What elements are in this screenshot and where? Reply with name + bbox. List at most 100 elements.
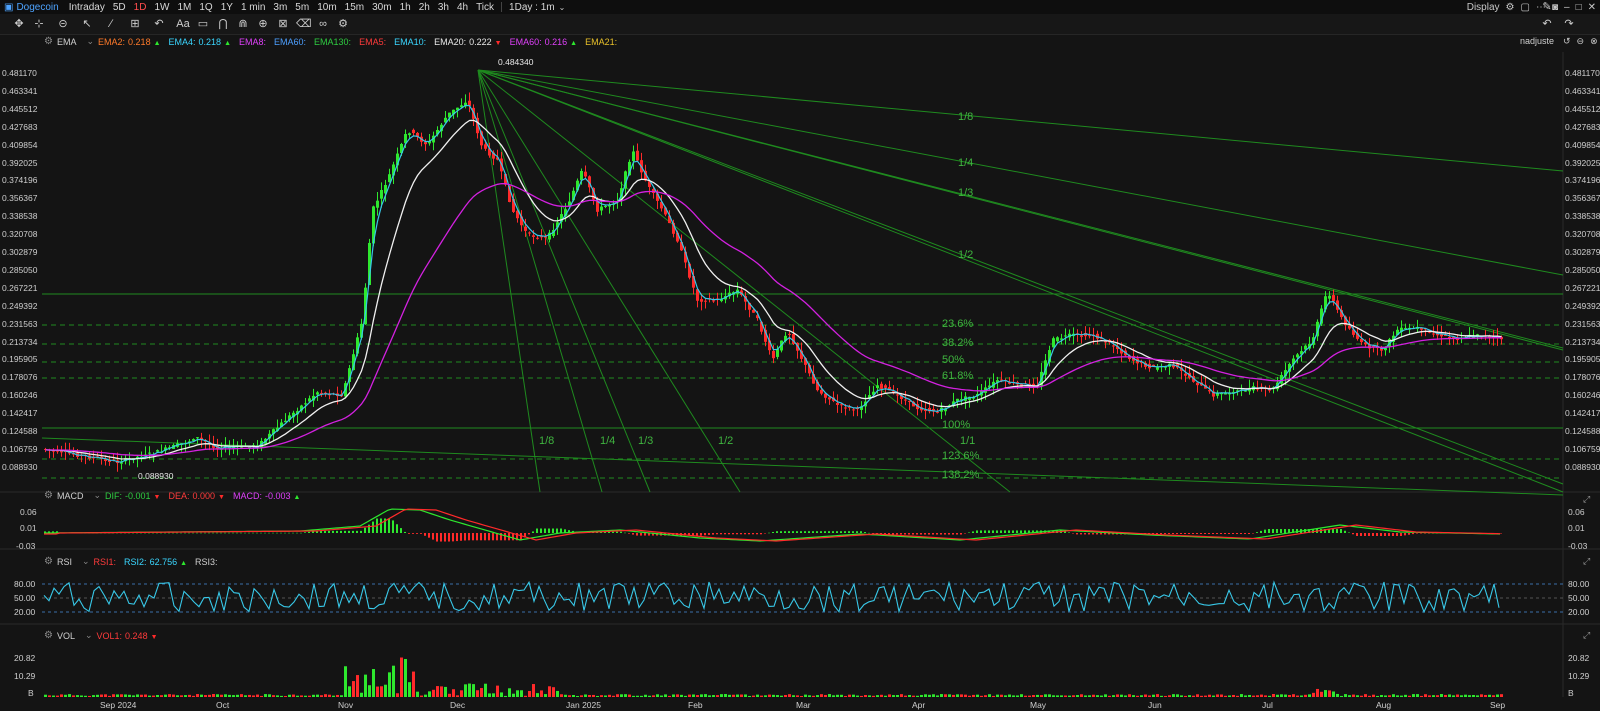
- macd-bar: [808, 531, 810, 533]
- timeframe-tab[interactable]: 2h: [418, 1, 430, 13]
- candle-body: [408, 133, 411, 136]
- macd-bar: [296, 532, 298, 534]
- expand-icon[interactable]: ⤢: [1583, 630, 1591, 640]
- volume-bar: [1008, 694, 1011, 697]
- close-icon[interactable]: ✕: [1587, 1, 1596, 13]
- macd-bar: [560, 528, 562, 533]
- chevron-down-icon[interactable]: ⌄: [81, 556, 90, 566]
- chevron-down-icon[interactable]: ⌄: [93, 490, 102, 500]
- window-icon[interactable]: ▢: [1520, 1, 1530, 13]
- camera-icon[interactable]: ◙: [1551, 1, 1558, 13]
- timeframe-tab[interactable]: Tick: [476, 1, 495, 13]
- indicator-name[interactable]: VOL: [56, 630, 75, 641]
- indicator-name[interactable]: MACD: [56, 490, 84, 501]
- comment-icon[interactable]: ▭: [197, 18, 209, 30]
- layout-icon[interactable]: ⊞: [130, 18, 140, 30]
- macd-bar: [1072, 533, 1074, 534]
- edit-icon[interactable]: ✎: [1542, 1, 1552, 13]
- macd-bar: [1048, 530, 1050, 533]
- minus-circle-icon[interactable]: ⊖: [1576, 36, 1585, 46]
- macd-bar: [856, 531, 858, 533]
- candle-body: [1300, 351, 1303, 355]
- trash-icon[interactable]: ⌫: [296, 18, 312, 30]
- volume-bar: [508, 688, 511, 697]
- drawing-toolbar: ✥ ⊹ ⊝ ↖ ∕ ⊞ ↶ Aa ▭ ⋂ ⋒ ⊕ ⊠ ⌫ ∞ ⚙ ↶ ↷ ✎: [0, 1, 1600, 35]
- volume-bar: [440, 686, 443, 697]
- lock-icon[interactable]: ⊠: [278, 18, 288, 30]
- cursor-icon[interactable]: ↖: [82, 18, 92, 30]
- volume-bar: [292, 694, 295, 697]
- timeframe-tab[interactable]: 30m: [372, 1, 392, 13]
- timeframe-tab[interactable]: 1Q: [199, 1, 213, 13]
- redo-icon[interactable]: ↷: [1564, 18, 1574, 30]
- timeframe-tab[interactable]: 15m: [344, 1, 365, 13]
- timeframe-tab[interactable]: Intraday: [68, 1, 105, 13]
- volume-bar: [64, 694, 67, 697]
- timeframe-tab[interactable]: 1Y: [220, 1, 233, 13]
- candle-body: [656, 193, 659, 201]
- reset-icon[interactable]: ↺: [1563, 36, 1571, 46]
- macd-bar: [568, 530, 570, 533]
- candle-body: [956, 398, 959, 402]
- timeframe-tab[interactable]: 1W: [154, 1, 170, 13]
- maximize-icon[interactable]: □: [1575, 1, 1582, 13]
- timeframe-tab[interactable]: 10m: [317, 1, 337, 13]
- expand-icon[interactable]: ⤢: [1583, 494, 1591, 504]
- more-icon[interactable]: ⋯: [1535, 1, 1546, 13]
- fib-levels: [42, 324, 1563, 479]
- close-circle-icon[interactable]: ⊗: [1590, 36, 1598, 46]
- chevron-down-icon[interactable]: ⌄: [84, 630, 93, 640]
- undo-icon[interactable]: ↶: [1542, 18, 1552, 30]
- timeframe-tab[interactable]: 4h: [456, 1, 469, 13]
- interval-select[interactable]: 1Day : 1m: [509, 1, 555, 13]
- price-tick-right: 0.481170: [1565, 68, 1600, 78]
- crosshair-icon[interactable]: ⊹: [34, 18, 44, 30]
- timeframe-tab[interactable]: 1h: [399, 1, 411, 13]
- timeframe-tab[interactable]: 5m: [295, 1, 310, 13]
- volume-bar: [172, 694, 175, 697]
- undo-arrow-icon[interactable]: ↶: [154, 18, 164, 30]
- settings-icon[interactable]: ⚙: [44, 556, 53, 567]
- line-tool-icon[interactable]: ∕: [110, 18, 112, 30]
- macd-bar: [912, 533, 914, 535]
- timeframe-tab[interactable]: 3h: [437, 1, 449, 13]
- timeframe-tab[interactable]: 1D: [133, 1, 147, 13]
- timeframe-tab[interactable]: 5D: [112, 1, 126, 13]
- settings-icon[interactable]: ⚙: [44, 490, 53, 501]
- volume-bar: [840, 694, 843, 697]
- settings-icon[interactable]: ⚙: [1505, 1, 1515, 13]
- globe-icon[interactable]: ⊕: [258, 18, 268, 30]
- volume-bar: [1024, 695, 1027, 697]
- indicator-name[interactable]: RSI: [56, 556, 72, 567]
- settings-icon[interactable]: ⚙: [44, 36, 53, 47]
- candle-body: [352, 354, 355, 371]
- settings-icon[interactable]: ⚙: [338, 18, 348, 30]
- settings-icon[interactable]: ⚙: [44, 630, 53, 641]
- link-icon[interactable]: ∞: [319, 18, 327, 30]
- volume-bar: [1000, 694, 1003, 697]
- magnet-icon[interactable]: ⋂: [218, 18, 228, 30]
- app-title[interactable]: ▣ Dogecoin: [4, 1, 59, 13]
- timeframe-tab[interactable]: 1M: [177, 1, 192, 13]
- gann-icon[interactable]: ⋒: [238, 18, 248, 30]
- minimize-icon[interactable]: –: [1564, 1, 1570, 13]
- expand-icon[interactable]: ⤢: [1583, 556, 1591, 566]
- macd-bar: [388, 518, 390, 533]
- display-button[interactable]: Display: [1466, 1, 1500, 13]
- chevron-down-icon[interactable]: ⌄: [558, 2, 566, 12]
- zoom-icon[interactable]: ⊝: [58, 18, 68, 30]
- timeframe-tab[interactable]: 3m: [273, 1, 288, 13]
- timeframe-tab[interactable]: 1 min: [240, 1, 266, 13]
- volume-bar: [1084, 695, 1087, 697]
- candle-body: [1196, 382, 1199, 386]
- volume-bar: [764, 695, 767, 697]
- indicator-name[interactable]: EMA: [56, 36, 77, 47]
- chevron-down-icon[interactable]: ⌄: [86, 36, 95, 46]
- text-tool-icon[interactable]: Aa: [176, 18, 190, 30]
- macd-bar: [1308, 529, 1310, 533]
- candle-body: [376, 200, 379, 208]
- move-icon[interactable]: ✥: [14, 18, 24, 30]
- macd-bar: [1064, 531, 1066, 533]
- macd-bar: [196, 532, 198, 534]
